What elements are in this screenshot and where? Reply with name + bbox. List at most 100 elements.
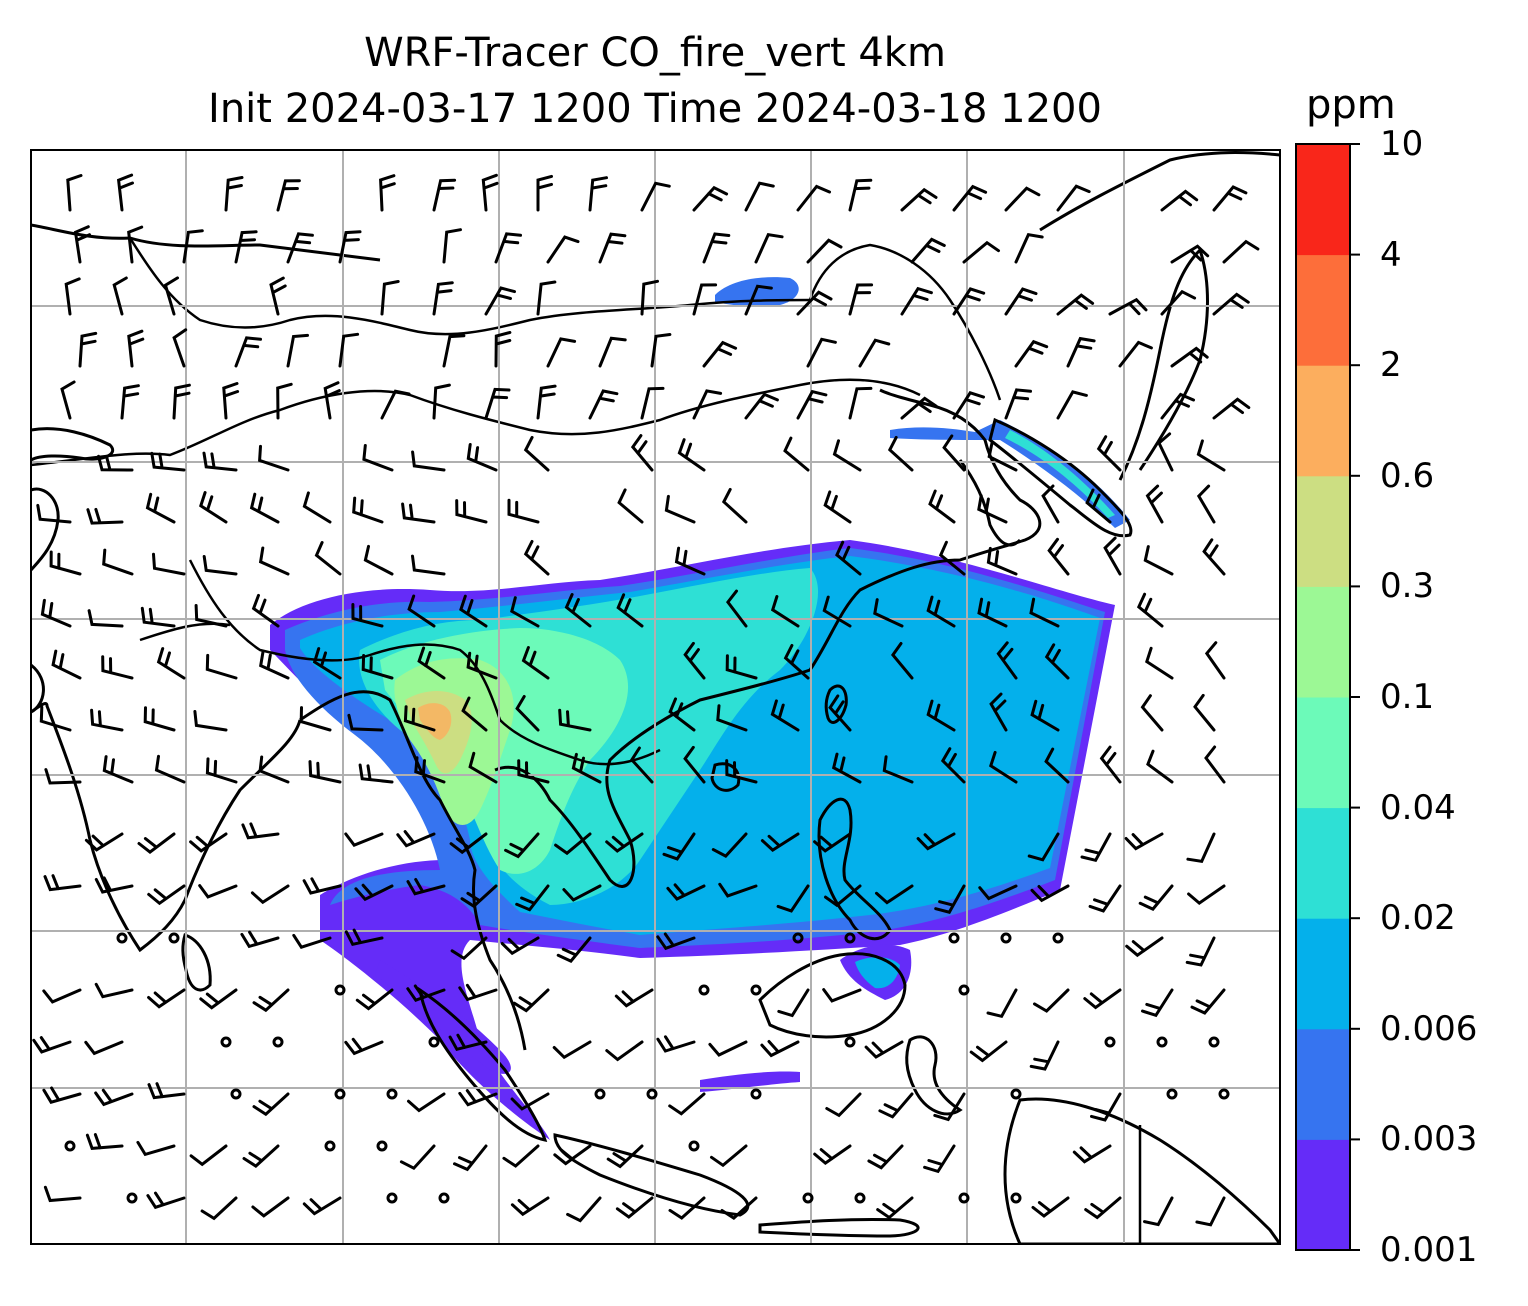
wind-barb — [234, 336, 262, 368]
wind-barb — [202, 451, 238, 472]
wind-barb — [172, 383, 191, 420]
wind-barb — [923, 1144, 956, 1174]
calm-wind-marker — [64, 1140, 76, 1152]
wind-barb — [1190, 988, 1226, 1015]
wind-barb — [411, 554, 446, 576]
wind-barb — [163, 276, 179, 316]
wind-barb — [49, 550, 82, 576]
wind-barb — [323, 381, 341, 420]
wind-barb — [566, 1196, 602, 1223]
wind-barb — [449, 832, 488, 855]
wind-barb — [916, 832, 956, 851]
wind-barb — [640, 181, 671, 212]
calm-wind-marker — [116, 932, 128, 944]
wind-barb — [358, 763, 394, 784]
wind-barb — [432, 383, 451, 420]
colorbar-tick-label: 2 — [1380, 345, 1402, 386]
wind-barb — [500, 936, 540, 956]
wind-barb — [276, 179, 301, 212]
wind-barb — [952, 391, 985, 420]
wind-barb — [796, 290, 833, 316]
wind-barb — [152, 552, 186, 576]
plume-patch-borneo-inner — [855, 957, 900, 989]
wind-barb — [683, 641, 706, 680]
wind-barb — [172, 328, 188, 368]
wind-barb — [928, 489, 956, 524]
wind-barb — [536, 174, 553, 212]
wind-barb — [848, 386, 873, 420]
wind-barb — [136, 1140, 176, 1157]
wind-barb — [146, 1191, 186, 1210]
wind-barb — [977, 494, 1008, 524]
wind-barb — [453, 1144, 488, 1172]
wind-barb — [338, 332, 360, 368]
colorbar-segment — [1296, 1139, 1350, 1251]
wind-barb — [1212, 292, 1250, 316]
coast-java — [553, 1133, 750, 1217]
wind-barb — [823, 490, 852, 524]
wind-barb — [760, 832, 800, 852]
wind-barb — [250, 884, 290, 905]
wind-barb — [286, 232, 314, 264]
wind-barb — [116, 173, 134, 212]
wind-barb — [94, 1088, 134, 1107]
wind-barb — [616, 593, 644, 628]
wind-barb — [1138, 884, 1174, 911]
wind-barb — [43, 874, 82, 892]
wind-barb — [241, 822, 280, 840]
wind-barb — [977, 597, 1008, 628]
wind-barb — [744, 181, 775, 212]
calm-wind-marker — [1166, 1088, 1178, 1100]
wind-barb — [344, 832, 384, 848]
wind-barb — [783, 644, 810, 680]
colorbar-unit-label: ppm — [1306, 82, 1396, 128]
colorbar-segment — [1296, 586, 1350, 698]
wind-barb — [1160, 189, 1199, 212]
wind-barb — [147, 988, 186, 1009]
wind-barb — [1096, 435, 1122, 472]
colorbar-tick-label: 0.1 — [1380, 677, 1435, 717]
wind-barb — [198, 884, 238, 899]
wind-barb — [396, 830, 436, 848]
wind-barb — [403, 705, 436, 732]
wind-barb — [510, 1196, 550, 1217]
wind-barb — [1187, 884, 1226, 905]
wind-barb — [406, 984, 446, 1003]
wind-barb — [84, 832, 124, 852]
calm-wind-marker — [958, 984, 970, 996]
wind-barb — [407, 594, 436, 628]
wind-barb — [286, 333, 309, 368]
wind-barb — [1222, 239, 1260, 264]
wind-barb — [252, 988, 290, 1013]
wind-barb — [66, 174, 83, 212]
wind-barb — [1066, 336, 1096, 368]
wind-barb — [562, 884, 602, 902]
wind-barb — [674, 546, 706, 576]
wind-barb — [51, 649, 82, 680]
wind-barb — [692, 185, 729, 212]
wind-barb — [1136, 592, 1164, 628]
wind-barb — [718, 882, 758, 898]
colorbar-segment — [1296, 807, 1350, 919]
wind-barb — [432, 178, 457, 212]
wind-barb — [864, 1040, 904, 1059]
wind-barb — [725, 654, 758, 680]
wind-barb — [1143, 1196, 1174, 1227]
wind-barb — [640, 386, 665, 420]
wind-barb — [711, 832, 748, 858]
wind-barb — [1103, 536, 1122, 576]
wind-barb — [84, 1040, 124, 1056]
calm-wind-marker — [1208, 1036, 1220, 1048]
wind-barb — [910, 237, 946, 264]
plume-patch-java — [700, 1071, 800, 1092]
wind-barb — [510, 1092, 550, 1111]
wind-barb — [43, 1185, 82, 1203]
wind-barb — [1145, 484, 1164, 524]
wind-barb — [1118, 340, 1153, 368]
wind-barb — [292, 933, 332, 949]
wind-barb — [406, 878, 446, 896]
calm-wind-marker — [854, 1192, 866, 1204]
wind-barb — [1099, 745, 1122, 784]
wind-barb — [507, 498, 540, 524]
wind-barb — [1143, 545, 1174, 576]
